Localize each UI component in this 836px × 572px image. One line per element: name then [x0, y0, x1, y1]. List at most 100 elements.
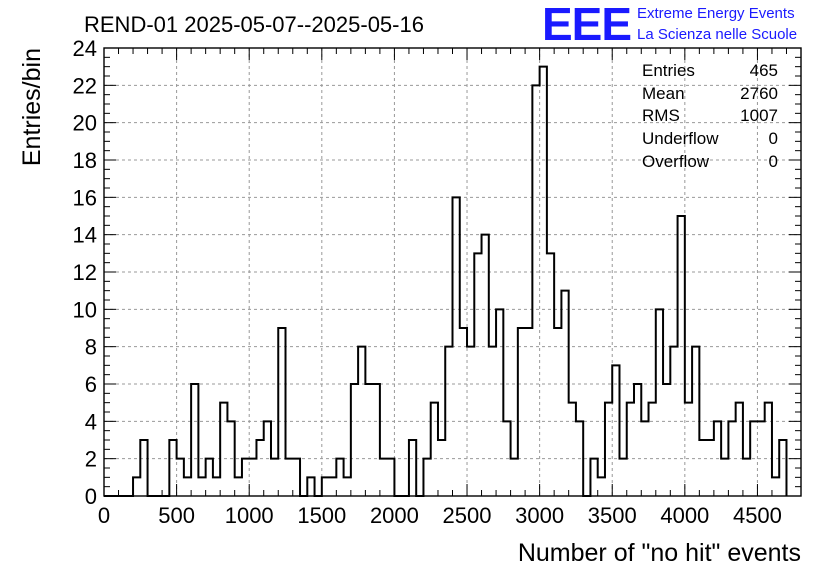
histogram-bin — [256, 440, 263, 496]
histogram-bin — [460, 328, 467, 496]
histogram-bin — [169, 440, 176, 496]
y-tick-label: 2 — [85, 447, 97, 472]
histogram-bin — [365, 384, 372, 496]
y-tick-label: 4 — [85, 409, 97, 434]
histogram-bin — [271, 459, 278, 496]
histogram-bin — [634, 384, 641, 496]
eee-logo-mark: EEE — [542, 0, 631, 50]
stats-rms-value: 1007 — [740, 106, 778, 125]
histogram-bin — [685, 403, 692, 496]
histogram-bin — [213, 477, 220, 496]
x-tick-label: 2500 — [443, 503, 492, 528]
histogram-bin — [293, 459, 300, 496]
histogram-bin — [590, 459, 597, 496]
stats-entries-label: Entries — [642, 61, 695, 80]
histogram-bin — [191, 384, 198, 496]
y-tick-label: 8 — [85, 335, 97, 360]
histogram-bin — [249, 459, 256, 496]
x-tick-label: 1000 — [225, 503, 274, 528]
histogram-bin — [663, 384, 670, 496]
y-tick-label: 18 — [73, 148, 97, 173]
histogram-bin — [438, 440, 445, 496]
histogram-bin — [133, 477, 140, 496]
histogram-bin — [765, 403, 772, 496]
histogram-bin — [380, 459, 387, 496]
histogram-bin — [307, 477, 314, 496]
histogram-bin — [496, 309, 503, 496]
histogram-bin — [373, 384, 380, 496]
stats-overflow-label: Overflow — [642, 152, 710, 171]
histogram-bin — [598, 477, 605, 496]
x-tick-label: 3500 — [588, 503, 637, 528]
histogram-bin — [242, 459, 249, 496]
y-tick-label: 14 — [73, 223, 97, 248]
eee-logo: EEE Extreme Energy Events La Scienza nel… — [542, 0, 797, 50]
histogram-bin — [547, 253, 554, 496]
histogram-bin — [140, 440, 147, 496]
x-tick-labels: 0 500 1000 1500 2000 2500 3000 3500 4000 4500 — [98, 503, 782, 528]
histogram-bin — [278, 328, 285, 496]
stats-rms-label: RMS — [642, 106, 680, 125]
eee-logo-line2: La Scienza nelle Scuole — [637, 26, 797, 43]
y-tick-label: 16 — [73, 185, 97, 210]
histogram-bin — [474, 253, 481, 496]
histogram-bin — [220, 403, 227, 496]
y-axis-title: Entries/bin — [18, 48, 46, 166]
x-axis-title: Number of "no hit" events — [518, 539, 801, 567]
stats-underflow-value: 0 — [769, 129, 778, 148]
histogram-bin — [649, 403, 656, 496]
histogram-outline — [104, 65, 788, 497]
histogram-bin — [619, 459, 626, 496]
histogram-bin — [235, 477, 242, 496]
y-tick-label: 24 — [73, 36, 97, 61]
histogram-series — [104, 65, 788, 497]
histogram-bin — [387, 459, 394, 496]
axis-ticks — [103, 47, 802, 497]
histogram-bin — [627, 403, 634, 496]
x-tick-label: 500 — [158, 503, 195, 528]
y-tick-label: 6 — [85, 372, 97, 397]
stats-mean-value: 2760 — [740, 84, 778, 103]
y-tick-label: 0 — [85, 484, 97, 509]
histogram-bin — [511, 459, 518, 496]
histogram-bin — [344, 477, 351, 496]
chart-title: REND-01 2025-05-07--2025-05-16 — [84, 12, 424, 37]
histogram-bin — [525, 328, 532, 496]
stats-box: Entries 465 Mean 2760 RMS 1007 Underflow… — [642, 61, 778, 171]
histogram-bin — [286, 459, 293, 496]
y-tick-label: 10 — [73, 297, 97, 322]
histogram-bin — [540, 67, 547, 496]
stats-entries-value: 465 — [750, 61, 778, 80]
histogram-bin — [329, 477, 336, 496]
histogram-bin — [423, 459, 430, 496]
histogram-bin — [351, 384, 358, 496]
x-tick-label: 3000 — [515, 503, 564, 528]
histogram-bin — [177, 459, 184, 496]
histogram-bin — [322, 477, 329, 496]
histogram-bin — [721, 459, 728, 496]
histogram-bin — [561, 291, 568, 496]
histogram-bin — [431, 403, 438, 496]
stats-mean-label: Mean — [642, 84, 685, 103]
histogram-bin — [482, 235, 489, 496]
y-tick-label: 20 — [73, 111, 97, 136]
histogram-bin — [198, 477, 205, 496]
x-tick-label: 4500 — [733, 503, 782, 528]
y-tick-label: 12 — [73, 260, 97, 285]
x-tick-label: 1500 — [297, 503, 346, 528]
histogram-bin — [678, 216, 685, 496]
histogram-bin — [779, 440, 786, 496]
stats-underflow-label: Underflow — [642, 129, 719, 148]
histogram-bin — [699, 440, 706, 496]
histogram-bin — [569, 403, 576, 496]
histogram-bin — [532, 85, 539, 496]
eee-logo-line1: Extreme Energy Events — [637, 5, 795, 22]
histogram-bin — [184, 477, 191, 496]
x-tick-label: 4000 — [660, 503, 709, 528]
histogram-bin — [518, 328, 525, 496]
histogram-bin — [656, 309, 663, 496]
stats-overflow-value: 0 — [769, 152, 778, 171]
histogram-bin — [605, 403, 612, 496]
